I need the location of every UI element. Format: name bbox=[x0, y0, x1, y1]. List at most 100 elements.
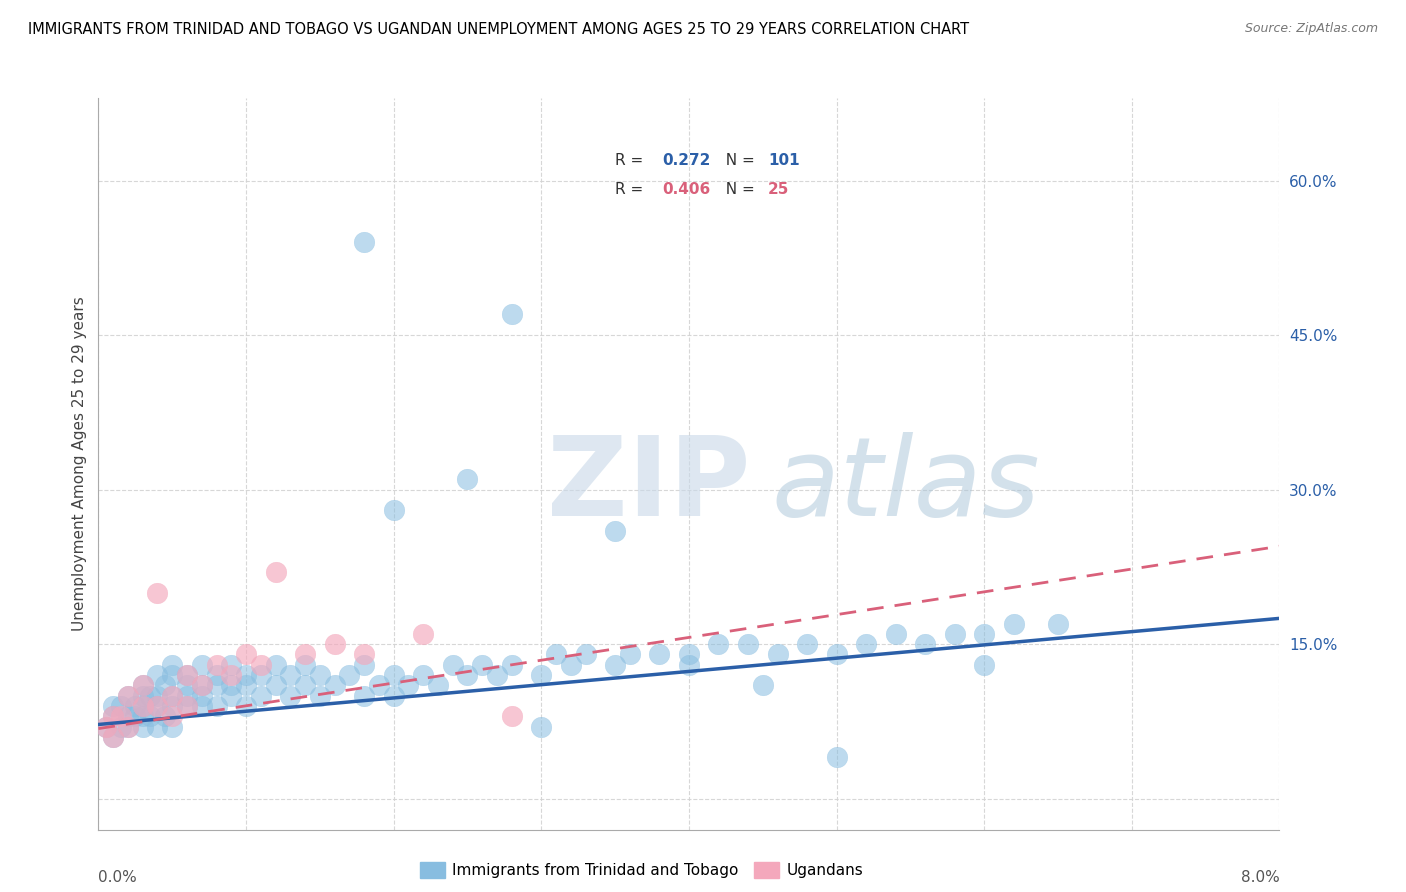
Point bbox=[278, 689, 302, 703]
Text: 101: 101 bbox=[768, 153, 800, 168]
Point bbox=[117, 709, 139, 723]
Point bbox=[146, 668, 169, 682]
Point bbox=[219, 678, 242, 692]
Text: 8.0%: 8.0% bbox=[1240, 870, 1279, 885]
Text: ZIP: ZIP bbox=[547, 433, 751, 540]
Point bbox=[441, 657, 464, 672]
Point bbox=[139, 709, 162, 723]
Point bbox=[191, 689, 214, 703]
Point bbox=[191, 698, 214, 713]
Point bbox=[235, 668, 257, 682]
Text: 0.272: 0.272 bbox=[662, 153, 710, 168]
Point bbox=[353, 235, 375, 250]
Point bbox=[176, 668, 198, 682]
Point bbox=[530, 668, 553, 682]
Point bbox=[235, 678, 257, 692]
Text: 0.406: 0.406 bbox=[662, 182, 710, 197]
Point bbox=[110, 709, 132, 723]
Point bbox=[191, 678, 214, 692]
Point bbox=[176, 689, 198, 703]
Text: N =: N = bbox=[716, 153, 759, 168]
Point bbox=[162, 668, 183, 682]
Point bbox=[1046, 616, 1069, 631]
Y-axis label: Unemployment Among Ages 25 to 29 years: Unemployment Among Ages 25 to 29 years bbox=[72, 296, 87, 632]
Point bbox=[737, 637, 759, 651]
Point bbox=[162, 689, 183, 703]
Point bbox=[367, 678, 389, 692]
Point bbox=[323, 678, 346, 692]
Point bbox=[103, 698, 125, 713]
Point bbox=[973, 627, 995, 641]
Point bbox=[294, 678, 316, 692]
Point bbox=[751, 678, 773, 692]
Point bbox=[250, 668, 273, 682]
Point bbox=[605, 524, 627, 538]
Point bbox=[94, 720, 117, 734]
Point bbox=[766, 648, 789, 662]
Point bbox=[323, 637, 346, 651]
Point bbox=[648, 648, 671, 662]
Point bbox=[884, 627, 907, 641]
Point bbox=[162, 657, 183, 672]
Point bbox=[110, 698, 132, 713]
Point bbox=[153, 709, 176, 723]
Point bbox=[153, 678, 176, 692]
Point bbox=[139, 689, 162, 703]
Point bbox=[176, 698, 198, 713]
Point bbox=[308, 689, 332, 703]
Point bbox=[278, 668, 302, 682]
Point bbox=[132, 678, 155, 692]
Point bbox=[353, 689, 375, 703]
Point bbox=[619, 648, 641, 662]
Point bbox=[117, 720, 139, 734]
Point bbox=[308, 668, 332, 682]
Point bbox=[205, 668, 228, 682]
Text: atlas: atlas bbox=[772, 433, 1040, 540]
Text: Source: ZipAtlas.com: Source: ZipAtlas.com bbox=[1244, 22, 1378, 36]
Point bbox=[412, 627, 434, 641]
Point bbox=[103, 730, 125, 744]
Point bbox=[855, 637, 877, 651]
Point bbox=[132, 678, 155, 692]
Point bbox=[382, 668, 405, 682]
Point bbox=[132, 689, 155, 703]
Point bbox=[914, 637, 936, 651]
Point bbox=[191, 657, 214, 672]
Point bbox=[396, 678, 419, 692]
Point bbox=[162, 689, 183, 703]
Point bbox=[382, 689, 405, 703]
Point bbox=[146, 698, 169, 713]
Point bbox=[294, 657, 316, 672]
Point bbox=[110, 720, 132, 734]
Point bbox=[560, 657, 582, 672]
Point bbox=[501, 657, 523, 672]
Point bbox=[103, 709, 125, 723]
Point bbox=[235, 648, 257, 662]
Point bbox=[426, 678, 449, 692]
Point bbox=[337, 668, 360, 682]
Point bbox=[103, 730, 125, 744]
Point bbox=[117, 689, 139, 703]
Point bbox=[943, 627, 966, 641]
Text: R =: R = bbox=[614, 153, 648, 168]
Point bbox=[191, 678, 214, 692]
Point bbox=[132, 709, 155, 723]
Point bbox=[353, 657, 375, 672]
Point bbox=[205, 657, 228, 672]
Point bbox=[707, 637, 730, 651]
Point bbox=[1002, 616, 1025, 631]
Point bbox=[264, 565, 287, 579]
Point bbox=[124, 698, 146, 713]
Text: 25: 25 bbox=[768, 182, 789, 197]
Point bbox=[456, 668, 478, 682]
Point bbox=[574, 648, 596, 662]
Point bbox=[605, 657, 627, 672]
Text: N =: N = bbox=[716, 182, 759, 197]
Point bbox=[973, 657, 995, 672]
Point bbox=[235, 698, 257, 713]
Point bbox=[219, 689, 242, 703]
Point bbox=[124, 709, 146, 723]
Point bbox=[132, 720, 155, 734]
Point bbox=[146, 689, 169, 703]
Point bbox=[219, 657, 242, 672]
